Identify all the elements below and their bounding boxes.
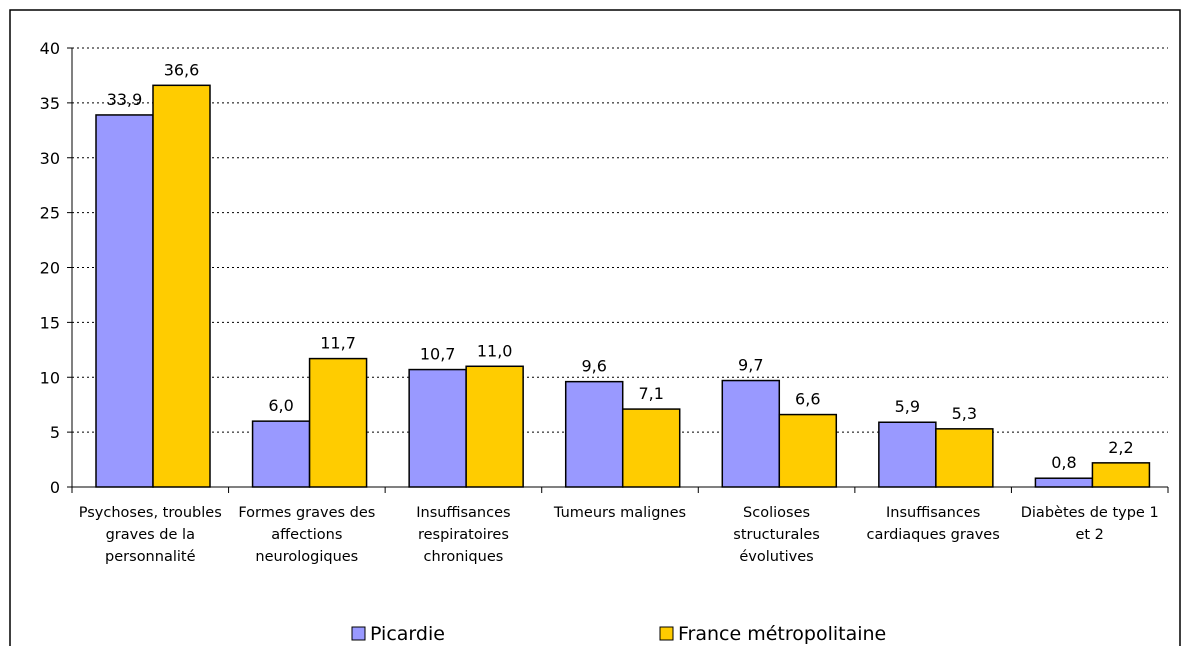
bar	[621, 408, 681, 488]
y-tick-label: 30	[40, 149, 60, 168]
value-label: 2,2	[1108, 438, 1133, 457]
bar	[878, 421, 937, 488]
bar	[721, 379, 781, 488]
x-tick-label: Scolioses structurales évolutives	[733, 505, 820, 565]
bar	[778, 413, 838, 488]
x-tick-label: Psychoses, troubles graves de la personn…	[78, 505, 222, 565]
value-label: 9,6	[581, 357, 606, 376]
bar	[465, 365, 524, 488]
legend-swatch	[351, 626, 366, 641]
bar	[564, 380, 624, 488]
bar	[408, 368, 467, 488]
value-label: 36,6	[164, 60, 200, 79]
bar	[1034, 477, 1094, 488]
chart-frame	[9, 9, 1181, 646]
bar	[1091, 462, 1151, 488]
y-tick-label: 35	[40, 94, 60, 113]
y-tick-label: 5	[50, 423, 60, 442]
value-label: 9,7	[738, 356, 763, 375]
value-label: 11,7	[320, 334, 356, 353]
value-label: 7,1	[638, 384, 663, 403]
bar	[308, 357, 368, 488]
legend-label: Picardie	[370, 623, 445, 645]
x-tick-label: Insuffisances respiratoires chroniques	[416, 505, 511, 565]
bar	[935, 428, 994, 488]
x-tick-label: Formes graves des affections neurologiqu…	[238, 505, 376, 565]
legend-swatch	[659, 626, 674, 641]
value-label: 0,8	[1051, 453, 1076, 472]
bar	[95, 114, 154, 488]
bar	[152, 84, 211, 488]
y-tick-label: 25	[40, 204, 60, 223]
value-label: 5,3	[952, 404, 977, 423]
y-tick-label: 20	[40, 259, 60, 278]
bar	[251, 420, 311, 488]
x-tick-label: Diabètes de type 1 et 2	[1020, 505, 1159, 543]
x-tick-label: Tumeurs malignes	[553, 505, 687, 521]
y-tick-label: 0	[50, 478, 60, 497]
x-tick-label: Insuffisances cardiaques graves	[866, 505, 1000, 543]
value-label: 11,0	[477, 341, 513, 360]
value-label: 6,0	[268, 396, 293, 415]
value-label: 33,9	[107, 90, 143, 109]
value-label: 5,9	[895, 397, 920, 416]
y-tick-label: 15	[40, 313, 60, 332]
y-tick-label: 10	[40, 368, 60, 387]
value-label: 10,7	[420, 345, 456, 364]
legend-label: France métropolitaine	[678, 623, 886, 645]
value-label: 6,6	[795, 390, 820, 409]
y-tick-label: 40	[40, 39, 60, 58]
